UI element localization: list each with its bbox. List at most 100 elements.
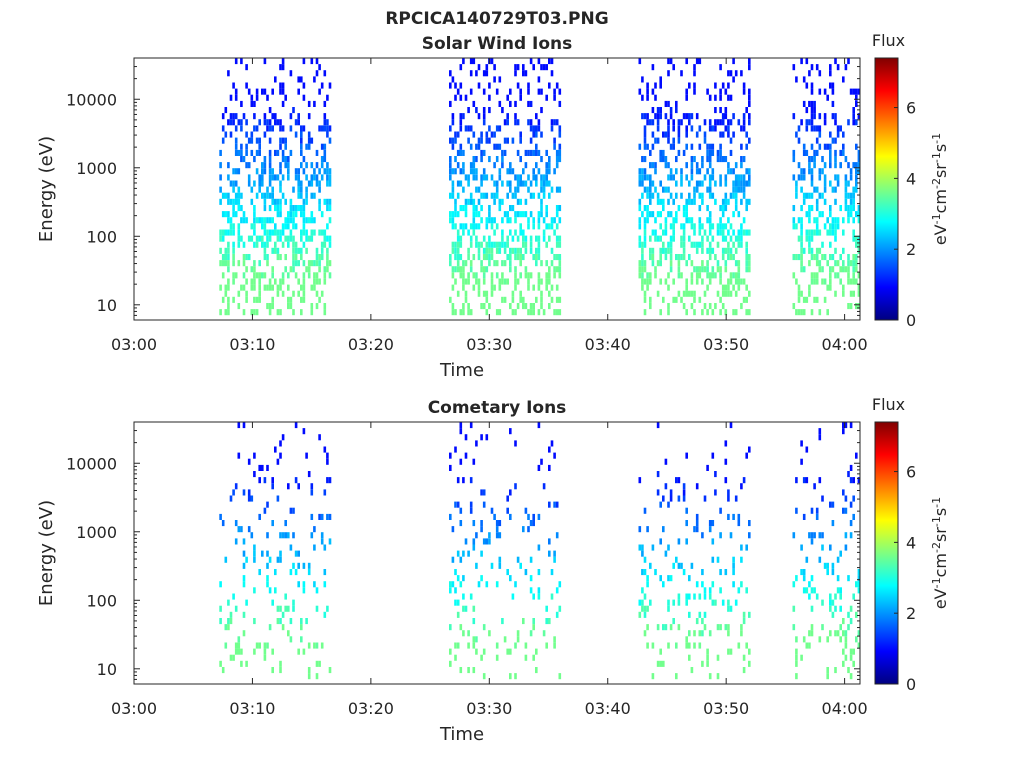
spectrogram-cell: [834, 113, 837, 120]
spectrogram-cell: [649, 149, 652, 156]
spectrogram-cell: [638, 272, 642, 279]
spectrogram-cell: [690, 168, 694, 175]
spectrogram-cell: [514, 266, 517, 273]
spectrogram-cell: [328, 82, 332, 89]
spectrogram-cell: [659, 501, 662, 508]
spectrogram-cell: [488, 532, 491, 539]
spectrogram-cell: [646, 174, 649, 181]
spectrogram-cell: [810, 605, 814, 612]
spectrogram-cell: [263, 654, 267, 661]
x-tick-label: 03:10: [229, 335, 275, 354]
spectrogram-cell: [651, 254, 655, 261]
spectrogram-cell: [553, 309, 556, 316]
spectrogram-cell: [227, 278, 230, 285]
spectrogram-cell: [823, 278, 827, 285]
spectrogram-cell: [659, 211, 662, 218]
spectrogram-cell: [829, 82, 832, 89]
spectrogram-cell: [258, 278, 261, 285]
spectrogram-cell: [462, 113, 465, 120]
spectrogram-cell: [313, 217, 316, 224]
spectrogram-cell: [802, 168, 806, 175]
spectrogram-cell: [300, 186, 303, 193]
spectrogram-cell: [855, 211, 858, 218]
spectrogram-cell: [810, 624, 814, 631]
spectrogram-cell: [716, 673, 720, 680]
spectrogram-cell: [643, 296, 647, 303]
spectrogram-cell: [300, 192, 303, 199]
spectrogram-cell: [844, 636, 848, 643]
spectrogram-cell: [326, 605, 329, 612]
spectrogram-cell: [234, 198, 238, 205]
y-axis-label: Energy (eV): [36, 500, 57, 606]
spectrogram-cell: [261, 464, 264, 471]
spectrogram-cell: [253, 284, 256, 291]
spectrogram-cell: [748, 113, 751, 120]
spectrogram-cell: [289, 296, 293, 303]
spectrogram-cell: [548, 538, 551, 545]
spectrogram-cell: [490, 278, 494, 285]
spectrogram-cell: [711, 143, 715, 150]
spectrogram-cell: [553, 642, 556, 649]
spectrogram-cell: [727, 624, 730, 631]
spectrogram-cell: [834, 247, 837, 254]
spectrogram-cell: [641, 76, 644, 83]
spectrogram-cell: [527, 100, 530, 107]
y-tick-label: 10000: [66, 90, 117, 109]
spectrogram-cell: [677, 131, 681, 138]
spectrogram-cell: [480, 149, 483, 156]
spectrogram-cell: [522, 168, 525, 175]
spectrogram-cell: [654, 94, 657, 101]
spectrogram-cell: [516, 630, 520, 637]
spectrogram-cell: [495, 247, 499, 254]
spectrogram-cell: [253, 211, 256, 218]
spectrogram-cell: [315, 673, 319, 680]
spectrogram-cell: [729, 192, 733, 199]
spectrogram-cell: [690, 290, 694, 297]
spectrogram-cell: [263, 88, 267, 95]
spectrogram-cell: [250, 495, 254, 502]
spectrogram-cell: [540, 278, 543, 285]
spectrogram-cell: [842, 149, 845, 156]
spectrogram-cell: [485, 174, 489, 181]
spectrogram-cell: [748, 168, 751, 175]
spectrogram-cell: [456, 247, 460, 254]
spectrogram-cell: [232, 254, 235, 261]
spectrogram-cell: [688, 198, 691, 205]
spectrogram-cell: [268, 235, 272, 242]
spectrogram-cell: [464, 296, 468, 303]
spectrogram-cell: [524, 198, 528, 205]
spectrogram-cell: [464, 94, 468, 101]
spectrogram-cell: [729, 235, 733, 242]
spectrogram-cell: [449, 217, 452, 224]
spectrogram-cell: [732, 76, 735, 83]
spectrogram-cell: [721, 223, 725, 230]
spectrogram-cell: [649, 247, 652, 254]
spectrogram-cell: [685, 217, 688, 224]
spectrogram-cell: [315, 162, 319, 169]
spectrogram-cell: [527, 223, 530, 230]
spectrogram-cell: [672, 599, 675, 606]
spectrogram-cell: [240, 125, 243, 132]
spectrogram-cell: [680, 70, 683, 77]
spectrogram-cell: [320, 290, 324, 297]
spectrogram-cell: [279, 254, 282, 261]
spectrogram-cell: [475, 440, 478, 447]
spectrogram-cell: [677, 149, 681, 156]
spectrogram-cell: [242, 538, 246, 545]
spectrogram-cell: [829, 272, 832, 279]
spectrogram-cell: [266, 241, 269, 248]
spectrogram-cell: [237, 241, 241, 248]
spectrogram-cell: [519, 131, 522, 138]
spectrogram-cell: [695, 247, 699, 254]
spectrogram-cell: [234, 483, 238, 490]
spectrogram-cell: [326, 162, 329, 169]
spectrogram-cell: [659, 82, 662, 89]
spectrogram-cell: [550, 223, 554, 230]
y-axis-label: Energy (eV): [36, 136, 57, 242]
spectrogram-cell: [698, 168, 702, 175]
spectrogram-cell: [537, 149, 541, 156]
spectrogram-cell: [261, 180, 264, 187]
spectrogram-cell: [698, 630, 702, 637]
spectrogram-cell: [682, 254, 686, 261]
spectrogram-cell: [703, 266, 707, 273]
